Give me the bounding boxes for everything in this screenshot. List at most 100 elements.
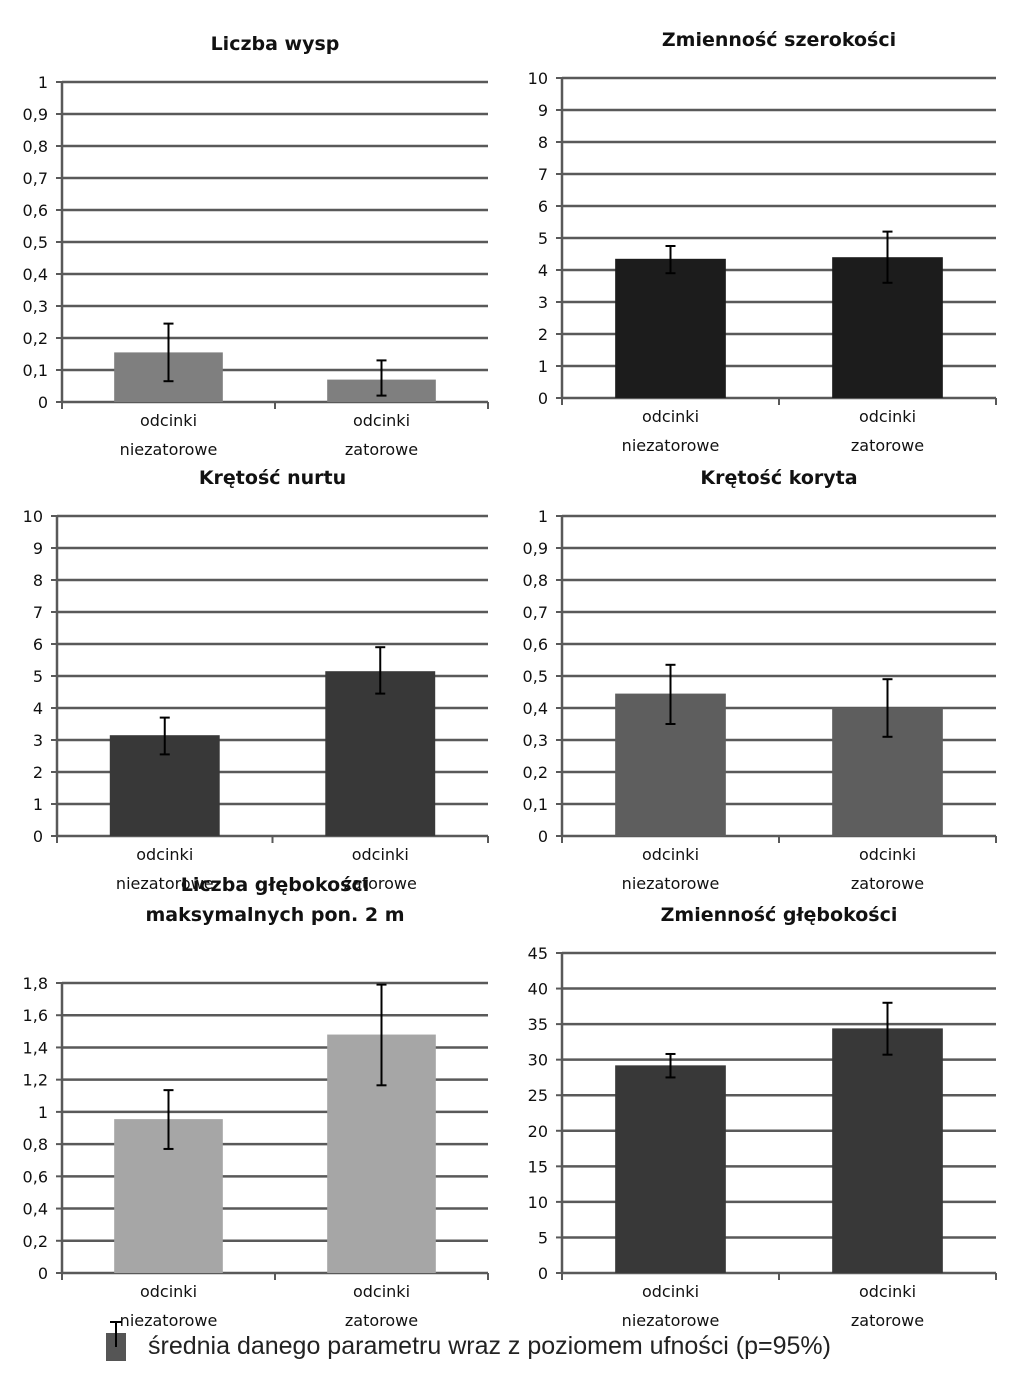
x-category-label: odcinki	[859, 1282, 916, 1301]
chart-4: Krętość koryta 0 0,1 0,2 0,3 0,4 0,5 0,6 0,7 0,8 0…	[523, 467, 997, 893]
y-tick-label: 1	[38, 73, 48, 92]
y-tick-label: 1,4	[23, 1038, 48, 1057]
chart-6: Zmienność głębokości 0 5 10 15 20 25 30 35 40 45 od…	[528, 904, 997, 1330]
y-tick-label: 0,2	[23, 329, 48, 348]
x-category-label: niezatorowe	[120, 1311, 218, 1330]
y-tick-label: 1,8	[23, 974, 48, 993]
x-category-label: odcinki	[140, 411, 197, 430]
y-tick-label: 0,2	[23, 1232, 48, 1251]
y-tick-label: 6	[33, 635, 43, 654]
y-tick-label: 0	[538, 1264, 548, 1283]
y-tick-label: 0,4	[23, 265, 48, 284]
x-category-label: odcinki	[352, 845, 409, 864]
x-category-label: zatorowe	[345, 1311, 418, 1330]
y-tick-label: 10	[23, 507, 43, 526]
y-tick-label: 0	[38, 1264, 48, 1283]
x-category-label: odcinki	[136, 845, 193, 864]
y-tick-label: 0,4	[523, 699, 548, 718]
y-tick-label: 0,8	[23, 137, 48, 156]
y-tick-label: 3	[538, 293, 548, 312]
y-tick-label: 0,3	[523, 731, 548, 750]
x-category-label: odcinki	[642, 407, 699, 426]
chart-title: Liczba głębokości	[181, 874, 369, 896]
y-tick-label: 0,9	[23, 105, 48, 124]
y-tick-label: 0,7	[23, 169, 48, 188]
y-tick-label: 0,4	[23, 1200, 48, 1219]
x-category-label: zatorowe	[851, 874, 924, 893]
x-category-label: odcinki	[859, 407, 916, 426]
y-tick-label: 1,6	[23, 1006, 48, 1025]
x-category-label: niezatorowe	[622, 874, 720, 893]
y-tick-label: 0,3	[23, 297, 48, 316]
y-tick-label: 9	[538, 101, 548, 120]
x-category-label: odcinki	[642, 1282, 699, 1301]
chart-5: Liczba głębokości maksymalnych pon. 2 m 0 0…	[23, 874, 489, 1330]
legend-text: średnia danego parametru wraz z poziomem…	[148, 1332, 831, 1360]
y-tick-label: 0,1	[523, 795, 548, 814]
y-tick-label: 0	[538, 827, 548, 846]
x-category-label: odcinki	[859, 845, 916, 864]
legend-error-cap-icon	[110, 1321, 122, 1323]
chart-title: Krętość koryta	[700, 467, 857, 489]
y-tick-label: 9	[33, 539, 43, 558]
x-category-label: odcinki	[140, 1282, 197, 1301]
y-tick-label: 7	[538, 165, 548, 184]
y-tick-label: 1	[38, 1103, 48, 1122]
y-tick-label: 0,5	[523, 667, 548, 686]
y-tick-label: 0,8	[23, 1135, 48, 1154]
x-category-label: odcinki	[642, 845, 699, 864]
legend-error-bar-icon	[115, 1321, 117, 1347]
y-tick-label: 0,1	[23, 361, 48, 380]
y-tick-label: 4	[538, 261, 548, 280]
y-tick-label: 15	[528, 1157, 548, 1176]
y-tick-label: 0,9	[523, 539, 548, 558]
y-tick-label: 0,6	[23, 1167, 48, 1186]
chart-title: Liczba wysp	[211, 33, 340, 55]
bar	[615, 1065, 726, 1273]
x-category-label: odcinki	[353, 1282, 410, 1301]
y-tick-label: 1	[538, 507, 548, 526]
bar	[615, 258, 726, 398]
y-tick-label: 8	[33, 571, 43, 590]
x-category-label: zatorowe	[344, 874, 417, 893]
y-tick-label: 0,6	[523, 635, 548, 654]
chart-3: Krętość nurtu 0 1 2 3 4 5 6 7 8 9 10 odcinki niezator…	[23, 467, 489, 893]
y-tick-label: 5	[538, 229, 548, 248]
y-tick-label: 8	[538, 133, 548, 152]
bar	[832, 1028, 943, 1273]
y-tick-label: 1,2	[23, 1071, 48, 1090]
y-tick-label: 0,6	[23, 201, 48, 220]
y-tick-label: 6	[538, 197, 548, 216]
legend-swatch	[106, 1333, 126, 1361]
y-tick-label: 2	[538, 325, 548, 344]
y-tick-label: 30	[528, 1051, 548, 1070]
y-tick-label: 2	[33, 763, 43, 782]
y-tick-label: 1	[33, 795, 43, 814]
y-tick-label: 0,7	[523, 603, 548, 622]
chart-title: Zmienność głębokości	[661, 904, 898, 926]
y-tick-label: 20	[528, 1122, 548, 1141]
x-category-label: niezatorowe	[622, 1311, 720, 1330]
y-tick-label: 10	[528, 69, 548, 88]
x-category-label: niezatorowe	[622, 436, 720, 455]
chart-title: Zmienność szerokości	[662, 29, 896, 51]
y-tick-label: 0	[538, 389, 548, 408]
y-tick-label: 0,5	[23, 233, 48, 252]
legend: średnia danego parametru wraz z poziomem…	[106, 1318, 1006, 1378]
y-tick-label: 35	[528, 1015, 548, 1034]
x-category-label: niezatorowe	[120, 440, 218, 459]
x-category-label: niezatorowe	[116, 874, 214, 893]
y-tick-label: 7	[33, 603, 43, 622]
chart-2: Zmienność szerokości 0 1 2 3 4 5 6 7 8 9 10 odcinki n…	[528, 29, 997, 455]
x-category-label: zatorowe	[851, 436, 924, 455]
y-tick-label: 0	[33, 827, 43, 846]
y-tick-label: 45	[528, 944, 548, 963]
bar	[325, 671, 436, 836]
chart-title: maksymalnych pon. 2 m	[145, 904, 404, 926]
y-tick-label: 1	[538, 357, 548, 376]
chart-title: Krętość nurtu	[199, 467, 346, 489]
y-tick-label: 5	[538, 1228, 548, 1247]
x-category-label: zatorowe	[345, 440, 418, 459]
y-tick-label: 0,8	[523, 571, 548, 590]
